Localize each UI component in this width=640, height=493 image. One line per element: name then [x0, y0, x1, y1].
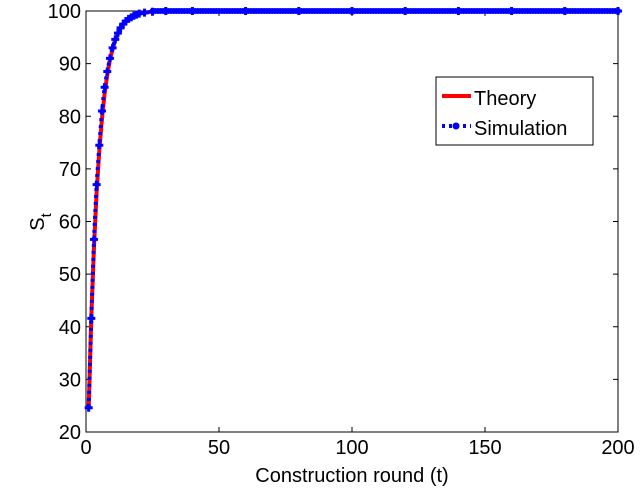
y-tick-label: 30	[59, 369, 81, 391]
simulation-point	[84, 403, 93, 412]
simulation-point	[614, 7, 622, 15]
simulation-point	[87, 314, 96, 323]
series-simulation	[84, 7, 622, 412]
simulation-point	[148, 7, 157, 16]
x-tick-label: 50	[208, 437, 230, 459]
simulation-point	[241, 7, 250, 15]
x-tick-label: 200	[601, 437, 634, 459]
simulation-point	[111, 35, 120, 44]
y-tick-label: 20	[59, 422, 81, 444]
simulation-point	[105, 54, 114, 63]
simulation-point	[103, 67, 112, 76]
x-tick-label: 0	[80, 437, 91, 459]
plot-area	[85, 10, 619, 433]
x-tick-label: 150	[468, 437, 501, 459]
simulation-point	[100, 83, 109, 92]
simulation-point	[108, 43, 117, 52]
legend-simulation-label: Simulation	[474, 118, 567, 140]
y-tick-label: 100	[48, 1, 81, 23]
x-tick-label: 100	[335, 437, 368, 459]
series-group	[84, 7, 622, 412]
simulation-point	[97, 106, 106, 115]
simulation-point	[113, 29, 122, 38]
y-tick-label: 90	[59, 54, 81, 76]
simulation-point	[294, 7, 303, 15]
legend-simulation-swatch	[442, 122, 471, 130]
simulation-point	[401, 7, 410, 15]
y-axis-label-main: S	[27, 217, 49, 230]
x-axis: 0 50 100 150 200	[80, 11, 635, 459]
legend-theory-label: Theory	[474, 88, 536, 110]
y-tick-label: 70	[59, 159, 81, 181]
legend: Theory Simulation	[435, 76, 594, 146]
simulation-point	[89, 235, 98, 244]
simulation-point	[348, 7, 356, 15]
simulation-point	[560, 7, 569, 15]
y-axis: 20 30 40 50 60 70 80 90 100	[48, 1, 618, 444]
simulation-point	[140, 8, 149, 17]
svg-text:St: St	[27, 212, 55, 230]
simulation-point	[92, 180, 101, 189]
y-tick-label: 80	[59, 106, 81, 128]
y-tick-label: 40	[59, 317, 81, 339]
simulation-point	[95, 141, 104, 150]
simulation-point	[507, 7, 516, 15]
y-axis-label: St	[27, 212, 55, 230]
y-tick-label: 50	[59, 264, 81, 286]
x-axis-label: Construction round (t)	[255, 465, 448, 487]
y-tick-label: 60	[59, 212, 81, 234]
simulation-point	[454, 7, 463, 15]
simulation-point	[161, 7, 170, 15]
y-axis-label-subscript: t	[38, 212, 55, 217]
simulation-point	[188, 7, 197, 15]
